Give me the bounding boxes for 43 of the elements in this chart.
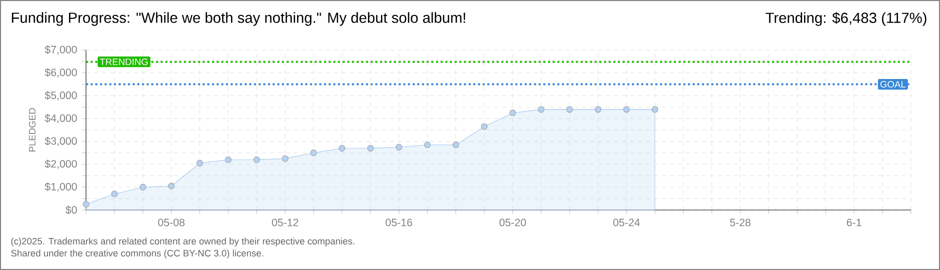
y-tick-label: $4,000 — [44, 114, 77, 124]
point — [111, 190, 118, 198]
point — [510, 110, 516, 116]
y-tick-label: $1,000 — [44, 182, 77, 192]
point — [481, 123, 488, 130]
point — [623, 106, 630, 113]
x-tick-label: 05-16 — [386, 218, 412, 226]
point — [424, 142, 431, 148]
point — [225, 156, 232, 163]
point — [367, 145, 374, 152]
text: Shared under the creative commons (CC BY-NC 3.0) license. — [11, 250, 264, 258]
y-axis-title: PLEDGED — [28, 108, 36, 152]
point — [594, 106, 602, 113]
point — [282, 155, 288, 162]
point — [310, 150, 317, 156]
point — [196, 160, 204, 166]
x-tick-label: 6-1 — [846, 218, 862, 226]
ref-line-label: GOAL — [880, 80, 906, 88]
chart-title: Funding Progress: "While we both say nothing." My debut solo album! — [12, 12, 466, 26]
y-tick-label: $5,000 — [44, 91, 77, 100]
point — [253, 156, 260, 163]
ref-line-label: TRENDING — [100, 58, 148, 66]
text: (c)2025. Trademarks and related content are owned by their respective companies. — [11, 238, 354, 246]
point — [538, 106, 544, 113]
x-tick-label: 5-28 — [730, 218, 750, 226]
chart-subtitle: Trending: $6,483 (117%) — [766, 12, 926, 26]
y-tick-label: $7,000 — [44, 45, 77, 55]
x-tick-label: 05-20 — [500, 218, 526, 226]
point — [168, 182, 175, 190]
point — [82, 201, 90, 208]
point — [396, 144, 402, 150]
x-tick-label: 05-08 — [158, 218, 185, 226]
y-tick-label: $6,000 — [44, 68, 77, 78]
point — [338, 145, 346, 152]
point — [566, 106, 573, 113]
point — [452, 142, 460, 148]
point — [652, 106, 658, 113]
point — [140, 184, 146, 190]
x-tick-label: 05-12 — [272, 218, 298, 226]
y-tick-label: $0 — [66, 206, 77, 214]
x-tick-label: 05-24 — [613, 218, 640, 226]
y-tick-label: $2,000 — [44, 160, 77, 169]
y-tick-label: $3,000 — [44, 136, 77, 146]
